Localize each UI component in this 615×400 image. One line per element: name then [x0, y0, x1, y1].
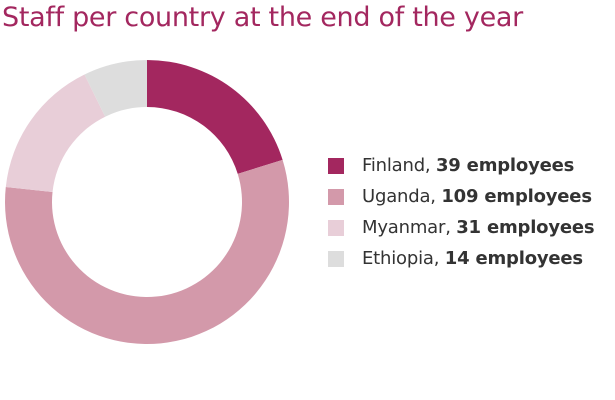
legend-swatch — [328, 188, 344, 205]
chart-legend: Finland, 39 employees Uganda, 109 employ… — [328, 150, 613, 274]
legend-item-ethiopia: Ethiopia, 14 employees — [328, 243, 613, 274]
legend-swatch — [328, 219, 344, 236]
legend-label: Uganda, 109 employees — [362, 186, 592, 207]
legend-country: Myanmar — [362, 217, 446, 238]
legend-count: 39 employees — [435, 155, 575, 176]
legend-swatch — [328, 250, 344, 267]
legend-country: Uganda — [362, 186, 431, 207]
legend-label: Myanmar, 31 employees — [362, 217, 595, 238]
legend-count: 109 employees — [441, 186, 592, 207]
donut-slice-myanmar — [5, 74, 106, 192]
chart-title: Staff per country at the end of the year — [2, 2, 523, 33]
legend-count: 31 employees — [456, 217, 595, 238]
donut-slice-finland — [147, 60, 283, 174]
legend-swatch — [328, 157, 344, 174]
donut-slice-uganda — [4, 159, 289, 344]
legend-item-finland: Finland, 39 employees — [328, 150, 613, 181]
donut-slices — [4, 60, 289, 344]
legend-country: Finland — [362, 155, 425, 176]
donut-slice-ethiopia — [84, 60, 147, 117]
legend-label: Ethiopia, 14 employees — [362, 248, 583, 269]
legend-item-myanmar: Myanmar, 31 employees — [328, 212, 613, 243]
donut-chart — [4, 60, 289, 344]
legend-count: 14 employees — [444, 248, 583, 269]
legend-country: Ethiopia — [362, 248, 434, 269]
legend-item-uganda: Uganda, 109 employees — [328, 181, 613, 212]
legend-label: Finland, 39 employees — [362, 155, 575, 176]
